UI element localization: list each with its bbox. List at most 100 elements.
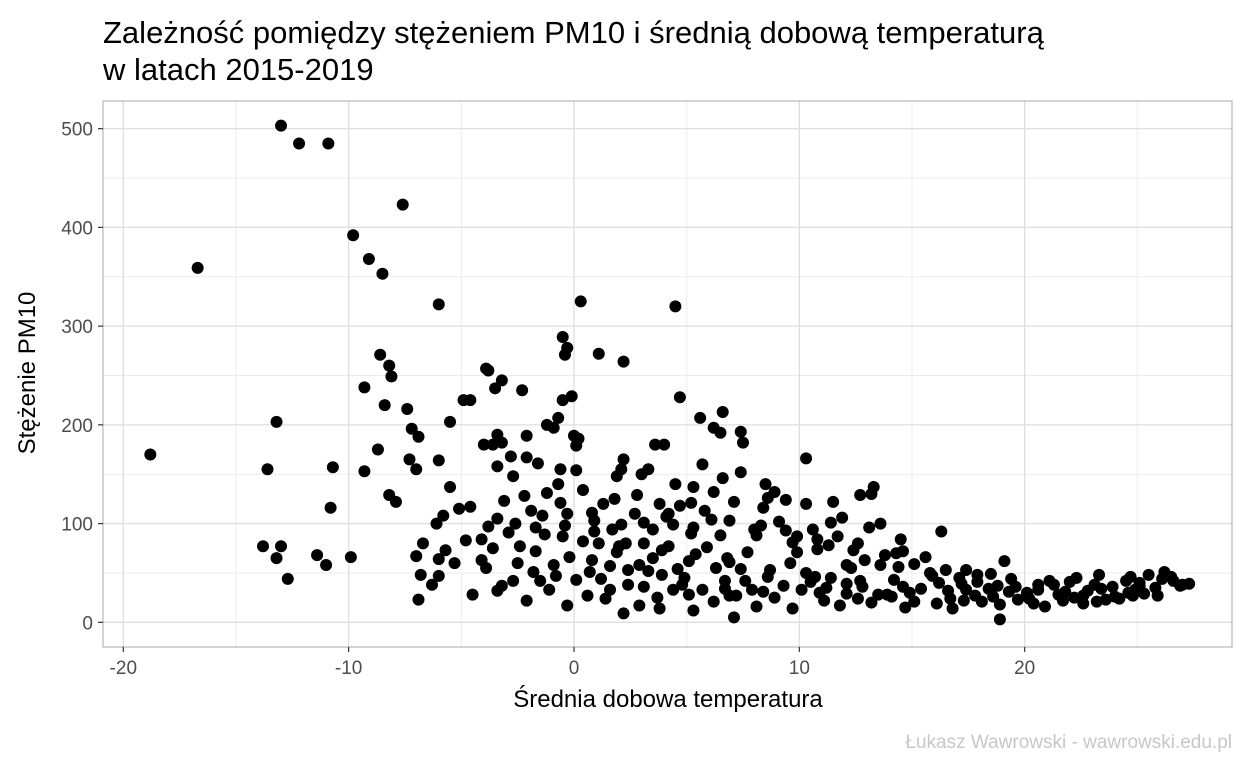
data-point — [529, 521, 542, 534]
data-point — [520, 451, 533, 464]
data-point — [466, 588, 479, 601]
data-point — [687, 481, 700, 494]
data-point — [727, 611, 740, 624]
data-point — [502, 526, 515, 539]
data-point — [649, 438, 662, 451]
data-point — [459, 534, 472, 547]
data-point — [574, 295, 587, 308]
data-point — [741, 546, 754, 559]
data-point — [865, 596, 878, 609]
data-point — [495, 436, 508, 449]
data-point — [872, 588, 885, 601]
data-point — [1005, 572, 1018, 585]
data-point — [371, 443, 384, 456]
data-point — [606, 523, 619, 536]
data-point — [890, 547, 903, 560]
data-point — [311, 549, 324, 562]
data-point — [599, 592, 612, 605]
data-point — [1095, 582, 1108, 595]
data-point — [482, 520, 495, 533]
data-point — [511, 557, 524, 570]
data-point — [1077, 589, 1090, 602]
y-tick-label: 400 — [61, 218, 93, 239]
data-point — [464, 500, 477, 513]
data-point — [696, 458, 709, 471]
data-point — [191, 261, 204, 274]
data-point — [633, 559, 646, 572]
data-point — [809, 570, 822, 583]
data-point — [597, 497, 610, 510]
data-point — [707, 485, 720, 498]
data-point — [416, 537, 429, 550]
data-point — [993, 613, 1006, 626]
data-point — [556, 394, 569, 407]
data-point — [414, 568, 427, 581]
data-point — [669, 300, 682, 313]
data-point — [622, 563, 635, 576]
data-point — [874, 559, 887, 572]
data-point — [858, 554, 871, 567]
data-point — [698, 504, 711, 517]
data-point — [642, 564, 655, 577]
data-point — [439, 544, 452, 557]
data-point — [520, 594, 533, 607]
data-point — [1113, 592, 1126, 605]
data-point — [344, 551, 357, 564]
data-point — [833, 599, 846, 612]
data-point — [144, 448, 157, 461]
data-point — [1138, 587, 1151, 600]
data-point — [971, 568, 984, 581]
data-point — [1124, 570, 1137, 583]
data-point — [610, 546, 623, 559]
data-point — [426, 578, 439, 591]
data-point — [716, 406, 729, 419]
data-point — [908, 558, 921, 571]
data-point — [570, 573, 583, 586]
data-point — [430, 517, 443, 530]
data-point — [432, 553, 445, 566]
data-point — [854, 488, 867, 501]
data-point — [667, 518, 680, 531]
data-point — [685, 527, 698, 540]
data-point — [403, 453, 416, 466]
data-point — [610, 470, 623, 483]
data-point — [939, 563, 952, 576]
data-point — [561, 507, 574, 520]
data-point — [784, 557, 797, 570]
chart-title-line2: w latach 2015-2019 — [102, 52, 374, 87]
data-point — [734, 425, 747, 438]
x-tick-label: -10 — [335, 658, 362, 679]
data-point — [480, 562, 493, 575]
data-point — [520, 429, 533, 442]
data-point — [960, 563, 973, 576]
data-point — [453, 502, 466, 515]
data-point — [543, 583, 556, 596]
data-point — [822, 539, 835, 552]
data-point — [358, 465, 371, 478]
data-point — [818, 594, 831, 607]
data-point — [669, 478, 682, 491]
data-point — [552, 478, 565, 491]
data-point — [570, 439, 583, 452]
data-point — [935, 525, 948, 538]
data-point — [448, 557, 461, 570]
data-point — [538, 528, 551, 541]
data-point — [637, 580, 650, 593]
data-point — [586, 554, 599, 567]
data-point — [655, 544, 668, 557]
x-tick-label: 20 — [1014, 658, 1035, 679]
data-point — [464, 394, 477, 407]
data-point — [845, 562, 858, 575]
data-point — [637, 537, 650, 550]
data-point — [385, 370, 398, 383]
data-point — [878, 549, 891, 562]
data-point — [1090, 595, 1103, 608]
data-point — [908, 595, 921, 608]
data-point — [482, 364, 495, 377]
data-point — [824, 571, 837, 584]
x-axis-ticks: -20 -10 0 10 20 — [110, 647, 1035, 679]
data-point — [827, 495, 840, 508]
data-point — [583, 565, 596, 578]
data-point — [854, 574, 867, 587]
